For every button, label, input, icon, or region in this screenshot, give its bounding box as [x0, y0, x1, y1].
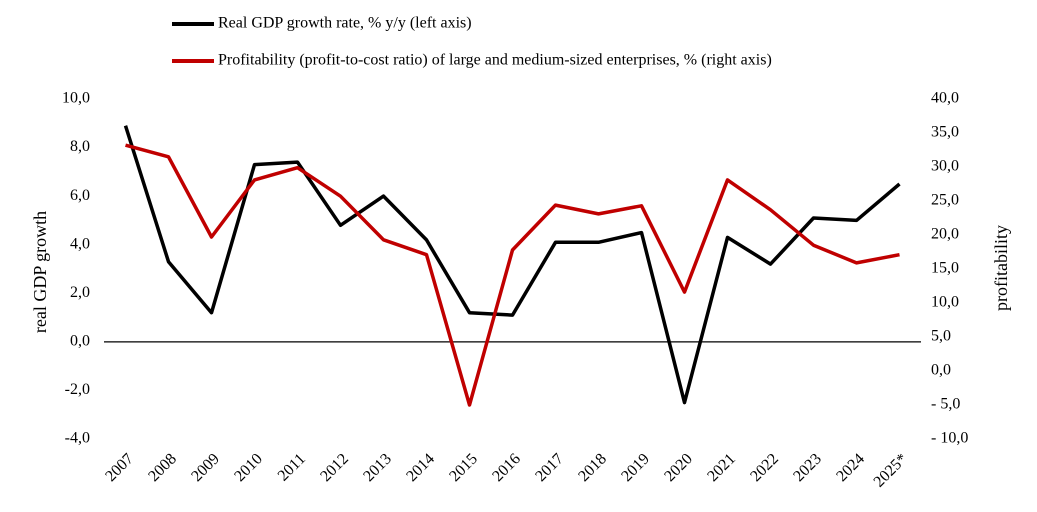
y2-tick-label: 25,0 [931, 192, 959, 209]
x-tick-label: 2022 [747, 450, 782, 485]
y-tick-label: 4,0 [70, 235, 90, 252]
x-tick-label: 2011 [275, 450, 309, 484]
x-tick-label: 2008 [145, 450, 180, 485]
x-tick-label: 2024 [833, 450, 868, 485]
x-tick-label: 2023 [790, 450, 825, 485]
x-tick-label: 2021 [704, 450, 739, 485]
y2-tick-label: 35,0 [931, 124, 959, 141]
y-tick-label: 2,0 [70, 284, 90, 301]
x-tick-label: 2013 [360, 450, 395, 485]
x-tick-label: 2010 [231, 450, 266, 485]
y2-tick-label: 10,0 [931, 294, 959, 311]
y2-tick-label: 40,0 [931, 90, 959, 107]
y-tick-label: 6,0 [70, 187, 90, 204]
y-axis-label: real GDP growth [30, 211, 50, 333]
x-tick-label: 2018 [575, 450, 610, 485]
y2-tick-label: - 5,0 [931, 396, 960, 413]
x-tick-label: 2017 [532, 450, 567, 485]
x-tick-label: 2019 [618, 450, 653, 485]
legend-label: Profitability (profit-to-cost ratio) of … [218, 52, 772, 69]
y2-tick-label: 30,0 [931, 158, 959, 175]
x-tick-label: 2020 [661, 450, 696, 485]
x-tick-label: 2009 [188, 450, 223, 485]
x-tick-label: 2012 [317, 450, 352, 485]
y2-tick-label: 15,0 [931, 260, 959, 277]
y-tick-label: -4,0 [65, 430, 90, 447]
x-tick-label: 2014 [403, 450, 438, 485]
y2-tick-label: 20,0 [931, 226, 959, 243]
x-tick-label: 2015 [446, 450, 481, 485]
y-tick-label: 10,0 [62, 90, 90, 107]
y2-axis-label: profitability [991, 225, 1011, 311]
y-tick-label: 0,0 [70, 333, 90, 350]
x-tick-label: 2007 [102, 450, 137, 485]
y2-tick-label: 5,0 [931, 328, 951, 345]
y-tick-label: -2,0 [65, 381, 90, 398]
x-tick-label: 2016 [489, 450, 524, 485]
y-tick-label: 8,0 [70, 138, 90, 155]
legend-label: Real GDP growth rate, % y/y (left axis) [218, 15, 472, 32]
y2-tick-label: 0,0 [931, 362, 951, 379]
series-line [125, 143, 900, 407]
x-tick-label: 2025* [871, 450, 911, 490]
series-line [123, 125, 901, 405]
y2-tick-label: - 10,0 [931, 430, 968, 447]
